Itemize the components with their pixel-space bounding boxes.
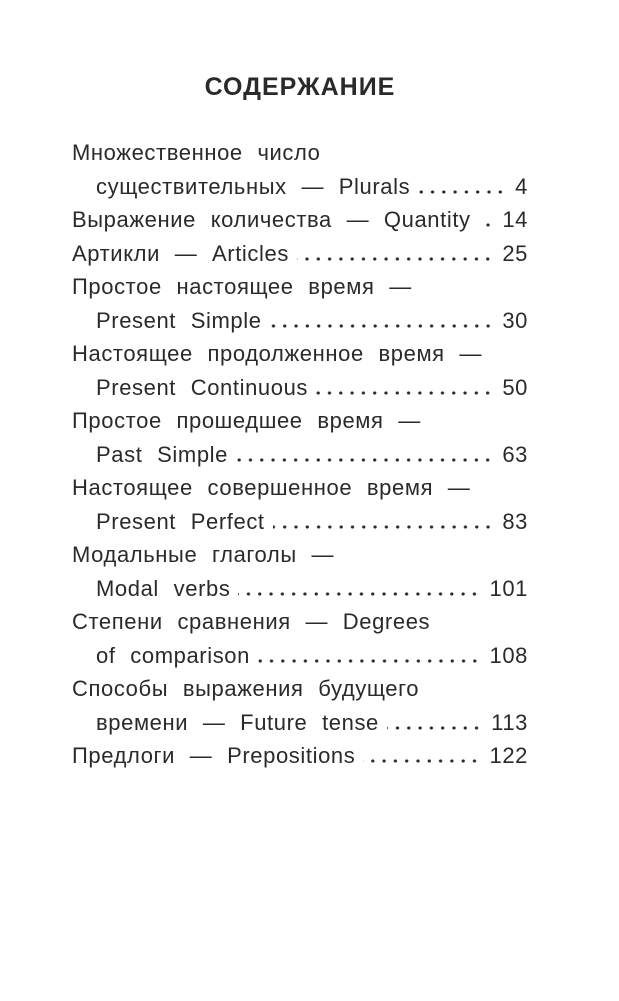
dot-leader <box>296 256 494 261</box>
dot-leader <box>478 223 494 227</box>
toc-page-number: 101 <box>489 575 528 601</box>
dot-leader <box>257 658 481 663</box>
dot-leader <box>363 759 481 763</box>
toc-entry-text: существительных — Plurals <box>96 173 411 199</box>
toc-row: Present Continuous 50 <box>72 371 528 405</box>
toc-page-number: 14 <box>502 207 528 232</box>
toc-entry-text: времени — Future tense <box>96 709 379 735</box>
toc-page-number: 113 <box>491 709 528 735</box>
toc-row: Выражение количества — Quantity 14 <box>72 203 528 237</box>
toc-row: Модальные глаголы — <box>72 538 528 572</box>
toc-entry-text: Выражение количества — Quantity <box>72 207 471 232</box>
toc-entry-text: Настоящее совершенное время — <box>72 475 471 500</box>
toc-entry-text: Present Simple <box>96 307 262 333</box>
page-title: СОДЕРЖАНИЕ <box>204 73 396 101</box>
toc-row: Present Perfect 83 <box>72 505 528 539</box>
toc-row: Настоящее продолженное время — <box>72 337 528 371</box>
toc-entry-text: Present Continuous <box>96 374 309 400</box>
dot-leader <box>316 390 494 395</box>
toc-row: of comparison 108 <box>72 639 528 673</box>
toc-row: Простое прошедшее время — <box>72 404 528 438</box>
toc-row: Настоящее совершенное время — <box>72 471 528 505</box>
toc-page-number: 108 <box>489 642 528 668</box>
toc-row: Предлоги — Prepositions 122 <box>72 739 528 773</box>
toc-entry-text: Предлоги — Prepositions <box>72 743 356 768</box>
toc-row: Present Simple 30 <box>72 304 528 338</box>
toc-entry-text: Простое настоящее время — <box>72 274 412 299</box>
toc-row: Степени сравнения — Degrees <box>72 605 528 639</box>
dot-leader <box>272 524 494 529</box>
table-of-contents: Множественное число существительных — Pl… <box>72 136 528 773</box>
toc-entry-text: Настоящее продолженное время — <box>72 341 483 366</box>
toc-entry-text: Past Simple <box>96 441 228 467</box>
dot-leader <box>418 189 507 194</box>
toc-entry-text: Артикли — Articles <box>72 240 289 266</box>
dot-leader <box>235 457 494 462</box>
toc-page-number: 63 <box>502 441 528 467</box>
toc-page-number: 50 <box>502 374 528 400</box>
toc-entry-text: Множественное число <box>72 140 321 165</box>
toc-entry-text: Modal verbs <box>96 575 231 601</box>
toc-row: существительных — Plurals 4 <box>72 170 528 204</box>
toc-row: Множественное число <box>72 136 528 170</box>
toc-entry-text: Present Perfect <box>96 508 265 534</box>
toc-page-number: 83 <box>502 508 528 534</box>
toc-entry-text: Способы выражения будущего <box>72 676 420 701</box>
toc-page-number: 30 <box>502 307 528 333</box>
toc-row: времени — Future tense 113 <box>72 706 528 740</box>
toc-row: Modal verbs 101 <box>72 572 528 606</box>
toc-page-number: 122 <box>489 743 528 768</box>
dot-leader <box>386 725 483 730</box>
dot-leader <box>269 323 494 328</box>
toc-entry-text: Степени сравнения — Degrees <box>72 609 431 634</box>
toc-entry-text: of comparison <box>96 642 250 668</box>
toc-row: Past Simple 63 <box>72 438 528 472</box>
toc-page-number: 25 <box>502 240 528 266</box>
toc-entry-text: Простое прошедшее время — <box>72 408 421 433</box>
dot-leader <box>238 591 481 596</box>
toc-page-number: 4 <box>515 173 528 199</box>
toc-entry-text: Модальные глаголы — <box>72 542 335 567</box>
toc-row: Способы выражения будущего <box>72 672 528 706</box>
toc-row: Простое настоящее время — <box>72 270 528 304</box>
toc-row: Артикли — Articles 25 <box>72 237 528 271</box>
